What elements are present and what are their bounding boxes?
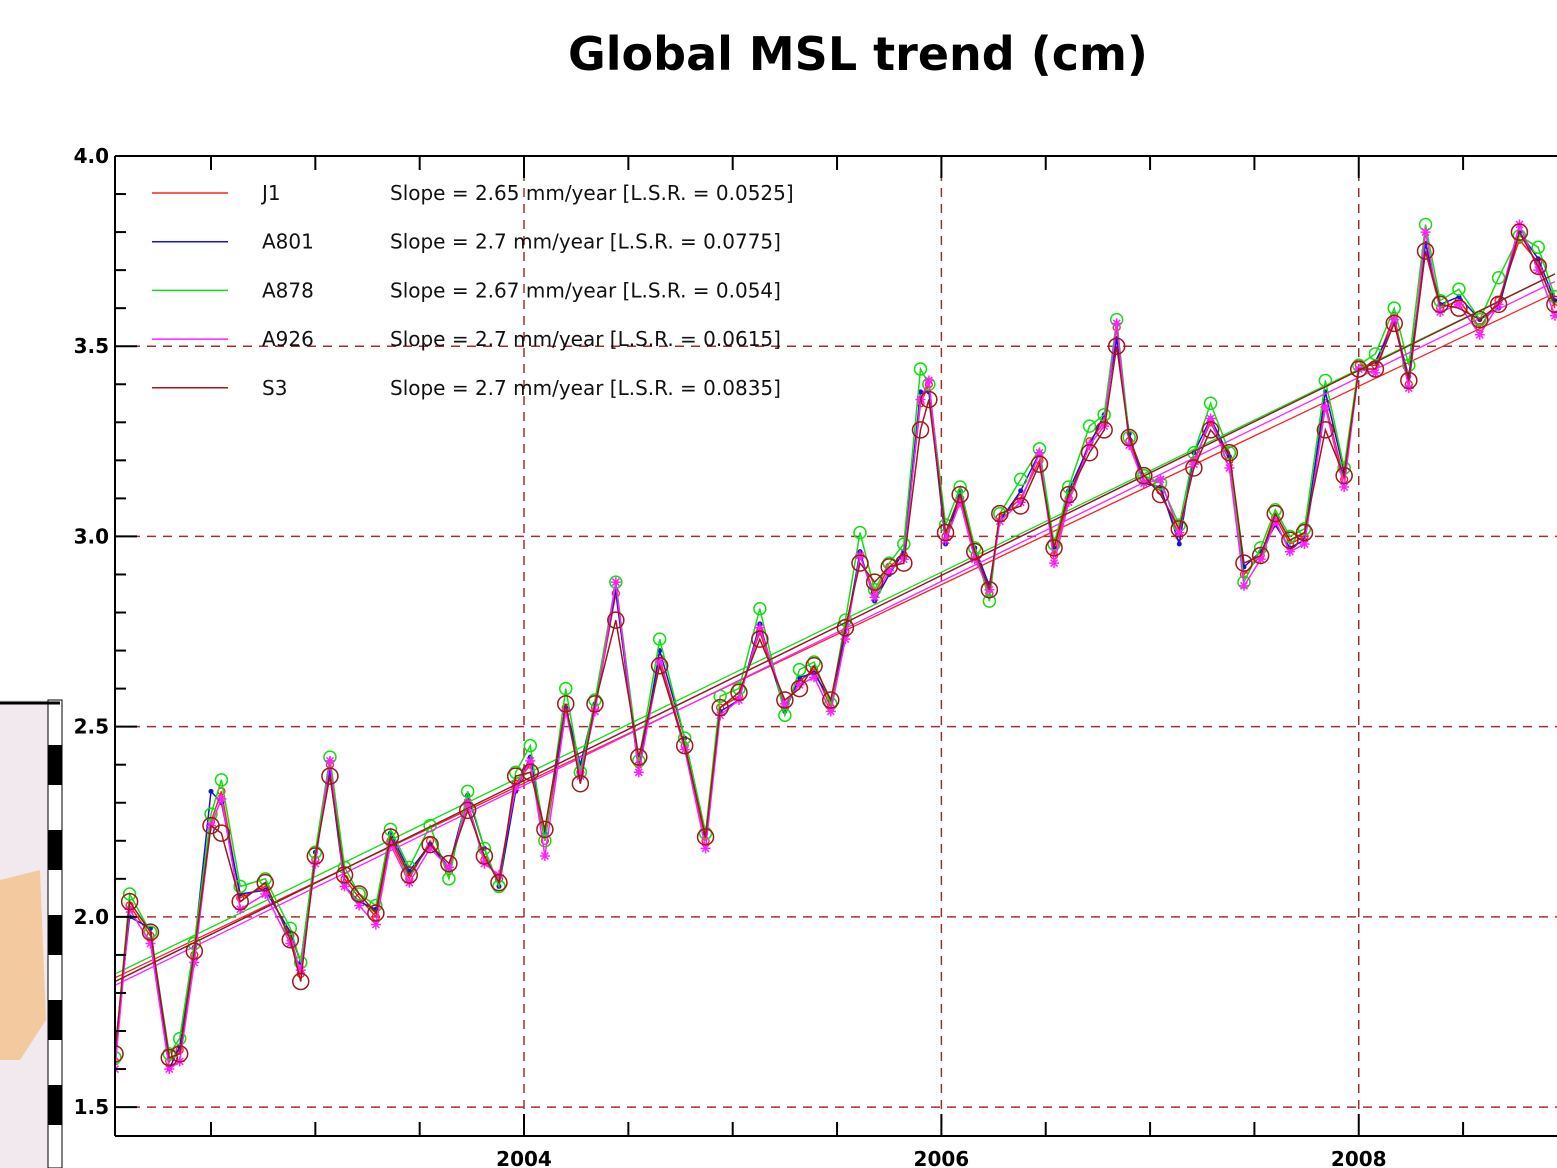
point	[540, 851, 550, 861]
page: Global MSL trend (cm) 1.5 2.0 2.5 3.0 3.5 4.0…	[0, 0, 1557, 1168]
point	[1224, 463, 1234, 473]
y-tick-label: 2.0	[74, 905, 109, 929]
point	[216, 794, 226, 804]
series	[110, 219, 1557, 1074]
point	[1018, 488, 1023, 493]
legend-name: A801	[262, 230, 314, 254]
series-line	[115, 240, 1555, 1062]
legend: J1 Slope = 2.65 mm/year [L.S.R. = 0.0525]…	[152, 181, 794, 400]
legend-label: Slope = 2.65 mm/year [L.S.R. = 0.0525]	[390, 181, 794, 205]
series-line	[115, 225, 1555, 1070]
y-tick-label: 3.5	[74, 334, 109, 358]
map-fragment	[0, 700, 62, 1168]
legend-name: A878	[262, 278, 314, 302]
x-tick-label: 2008	[1331, 1147, 1387, 1168]
plot-area	[107, 156, 1557, 1136]
point	[634, 767, 644, 777]
trend-line	[115, 274, 1555, 974]
y-tick-label: 4.0	[74, 144, 109, 168]
legend-label: Slope = 2.7 mm/year [L.S.R. = 0.0775]	[390, 230, 781, 254]
trend-line	[115, 282, 1555, 986]
chart-title: Global MSL trend (cm)	[568, 27, 1148, 81]
point	[1421, 227, 1431, 237]
series-line	[115, 225, 1555, 1058]
legend-name: S3	[262, 376, 287, 400]
point	[1049, 558, 1059, 568]
point	[325, 756, 335, 766]
legend-label: Slope = 2.7 mm/year [L.S.R. = 0.0835]	[390, 376, 781, 400]
series	[112, 236, 1557, 1065]
x-tick-label: 2004	[496, 1147, 552, 1168]
legend-name: A926	[262, 327, 314, 351]
point	[924, 375, 934, 385]
y-tick-label: 2.5	[74, 715, 109, 739]
y-tick-label: 1.5	[74, 1095, 109, 1119]
series-line	[115, 232, 1555, 1058]
series	[109, 218, 1557, 1063]
series-line	[115, 232, 1555, 1069]
point	[870, 592, 880, 602]
series	[113, 230, 1557, 1072]
point	[1475, 330, 1485, 340]
point	[208, 789, 213, 794]
x-tick-label: 2006	[914, 1147, 970, 1168]
legend-label: Slope = 2.7 mm/year [L.S.R. = 0.0615]	[390, 327, 781, 351]
legend-label: Slope = 2.67 mm/year [L.S.R. = 0.054]	[390, 278, 781, 302]
point	[1320, 402, 1330, 412]
chart: Global MSL trend (cm) 1.5 2.0 2.5 3.0 3.5 4.0…	[0, 0, 1557, 1168]
point	[1239, 581, 1249, 591]
point	[1112, 318, 1122, 328]
series	[107, 224, 1557, 1066]
legend-name: J1	[260, 181, 281, 205]
y-tick-label: 3.0	[74, 524, 109, 548]
point	[1177, 542, 1182, 547]
trend-line	[115, 274, 1555, 982]
point	[611, 577, 621, 587]
